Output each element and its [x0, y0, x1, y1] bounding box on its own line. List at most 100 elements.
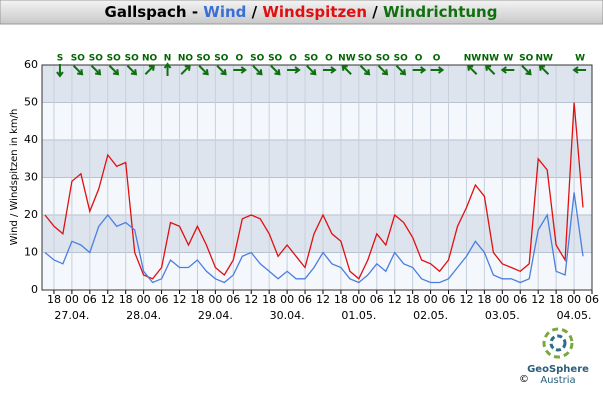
y-tick-label: 0: [31, 283, 38, 296]
x-tick-label: 12: [531, 293, 545, 306]
y-tick-label: 20: [24, 208, 38, 221]
y-tick-label: 30: [24, 171, 38, 184]
direction-label: SO: [71, 54, 85, 64]
x-tick-label: 06: [155, 293, 169, 306]
direction-arrow: [538, 64, 550, 75]
x-tick-label: 18: [477, 293, 491, 306]
plot-frame: [41, 64, 593, 291]
logo-mark: [549, 334, 567, 352]
x-tick-label: 18: [549, 293, 563, 306]
x-tick-label: 00: [495, 293, 509, 306]
y-tick-label: 60: [24, 58, 38, 71]
x-tick-label: 00: [280, 293, 294, 306]
direction-arrow: [252, 65, 263, 76]
direction-label: SO: [394, 54, 408, 64]
direction-label: W: [503, 54, 513, 64]
title-part: /: [252, 3, 258, 21]
direction-arrow: [72, 65, 84, 76]
direction-arrow: [467, 64, 478, 75]
x-tick-label: 00: [65, 293, 79, 306]
x-tick-label: 00: [567, 293, 581, 306]
x-tick-label: 12: [173, 293, 187, 306]
x-tick-label: 18: [190, 293, 204, 306]
x-tick-label: 06: [585, 293, 599, 306]
direction-label: SO: [250, 54, 264, 64]
direction-arrow: [306, 65, 317, 76]
logo-sub: Austria: [540, 375, 575, 386]
direction-arrow: [270, 65, 281, 76]
direction-arrow: [56, 64, 64, 78]
direction-arrow: [521, 65, 532, 76]
title-part: Wind: [203, 3, 246, 21]
x-tick-label: 12: [101, 293, 115, 306]
logo-mark: [542, 327, 574, 359]
direction-arrow: [395, 65, 407, 76]
direction-arrow: [108, 65, 120, 76]
direction-arrow: [377, 65, 389, 76]
direction-arrow: [287, 66, 301, 74]
x-tick-label: 06: [370, 293, 384, 306]
direction-label: N: [164, 54, 172, 64]
direction-label: O: [235, 54, 243, 64]
direction-arrow: [180, 64, 191, 75]
direction-arrow: [341, 64, 352, 75]
y-tick-label: 10: [24, 246, 38, 259]
title-part: /: [372, 3, 378, 21]
direction-label: O: [325, 54, 333, 64]
date-label: 28.04.: [126, 309, 161, 322]
title-bar: [0, 0, 603, 25]
direction-arrow: [216, 65, 227, 76]
x-tick-label: 06: [298, 293, 312, 306]
x-tick-label: 06: [442, 293, 456, 306]
direction-arrow: [126, 65, 138, 76]
x-tick-label: 18: [119, 293, 133, 306]
direction-label: O: [433, 54, 441, 64]
series-line: [44, 102, 584, 280]
date-label: 30.04.: [270, 309, 305, 322]
copyright: ©: [519, 374, 529, 385]
direction-arrow: [198, 65, 209, 76]
grid-band: [42, 215, 592, 253]
logo-text: GeoSphere: [527, 364, 589, 375]
direction-arrow: [430, 66, 445, 74]
direction-label: NW: [464, 54, 482, 64]
direction-label: NO: [178, 54, 194, 64]
date-label: 01.05.: [341, 309, 376, 322]
series-line: [44, 192, 584, 284]
direction-label: SO: [519, 54, 533, 64]
date-label: 04.05.: [557, 309, 592, 322]
x-tick-label: 12: [316, 293, 330, 306]
direction-label: O: [415, 54, 423, 64]
direction-label: SO: [376, 54, 390, 64]
direction-label: SO: [304, 54, 318, 64]
x-tick-label: 00: [424, 293, 438, 306]
direction-arrow: [322, 66, 337, 74]
direction-label: S: [57, 54, 63, 64]
logo: GeoSphere Austria ©: [519, 327, 589, 386]
direction-arrow: [572, 66, 587, 74]
y-tick-label: 40: [24, 133, 38, 146]
direction-label: NW: [338, 54, 356, 64]
direction-label: W: [575, 54, 585, 64]
y-axis-label: Wind / Windspitzen in km/h: [9, 109, 20, 246]
date-label: 02.05.: [413, 309, 448, 322]
x-tick-label: 18: [334, 293, 348, 306]
x-tick-label: 00: [137, 293, 151, 306]
x-tick-label: 12: [388, 293, 402, 306]
date-label: 29.04.: [198, 309, 233, 322]
date-label: 03.05.: [485, 309, 520, 322]
title-part: Windspitzen: [262, 3, 367, 21]
date-label: 27.04.: [54, 309, 89, 322]
title-part: Windrichtung: [383, 3, 497, 21]
x-tick-label: 06: [513, 293, 527, 306]
chart-title: Gallspach - Wind / Windspitzen / Windric…: [105, 3, 498, 21]
x-tick-label: 18: [406, 293, 420, 306]
direction-label: SO: [125, 54, 139, 64]
x-tick-label: 12: [459, 293, 473, 306]
direction-label: O: [289, 54, 297, 64]
direction-label: NO: [142, 54, 158, 64]
direction-arrow: [412, 66, 427, 74]
grid-band: [42, 140, 592, 178]
direction-arrow: [144, 64, 156, 75]
